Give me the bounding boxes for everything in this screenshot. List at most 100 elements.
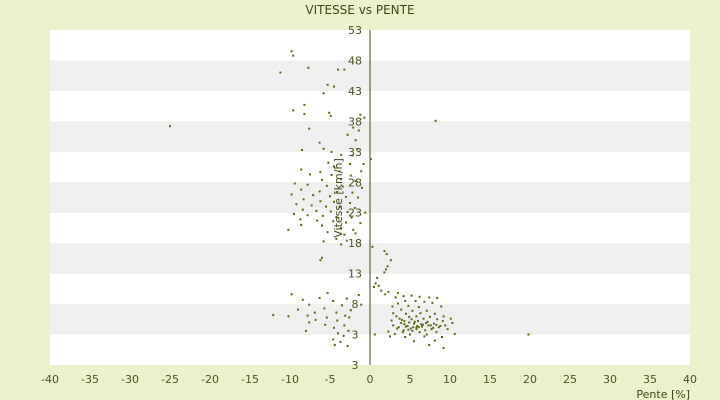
data-point bbox=[295, 203, 298, 206]
data-point bbox=[440, 305, 443, 308]
data-point bbox=[299, 218, 302, 221]
data-point bbox=[386, 265, 389, 268]
data-point bbox=[328, 111, 331, 114]
data-point bbox=[383, 250, 386, 253]
data-point bbox=[341, 185, 344, 188]
y-tick-label: 28 bbox=[348, 176, 362, 189]
data-point bbox=[300, 188, 303, 191]
data-point bbox=[397, 326, 400, 329]
data-point bbox=[306, 314, 309, 317]
data-point bbox=[442, 315, 445, 318]
data-point bbox=[343, 68, 346, 71]
data-points bbox=[169, 50, 530, 349]
data-point bbox=[385, 268, 387, 271]
data-point bbox=[371, 245, 374, 248]
data-point bbox=[335, 311, 338, 314]
data-point bbox=[374, 282, 377, 285]
data-point bbox=[349, 309, 352, 312]
data-point bbox=[333, 85, 335, 88]
data-point bbox=[338, 206, 341, 209]
data-point bbox=[405, 325, 407, 328]
data-point bbox=[425, 309, 428, 312]
data-point bbox=[287, 228, 290, 231]
data-point bbox=[427, 324, 430, 327]
data-point bbox=[337, 332, 339, 335]
data-point bbox=[326, 231, 329, 234]
data-point bbox=[339, 340, 342, 343]
data-point bbox=[436, 297, 439, 299]
data-point bbox=[414, 300, 417, 302]
data-point bbox=[411, 329, 414, 332]
data-point bbox=[290, 50, 293, 53]
data-point bbox=[408, 315, 411, 318]
data-point bbox=[407, 304, 410, 307]
data-point bbox=[338, 170, 341, 173]
data-point bbox=[410, 294, 413, 297]
data-point bbox=[292, 54, 295, 57]
data-point bbox=[449, 317, 452, 320]
data-point bbox=[389, 259, 392, 262]
data-point bbox=[336, 319, 339, 322]
data-point bbox=[350, 216, 353, 219]
data-point bbox=[302, 198, 305, 201]
data-point bbox=[373, 286, 375, 288]
data-point bbox=[434, 119, 437, 122]
data-point bbox=[315, 209, 318, 212]
data-point bbox=[349, 163, 351, 165]
data-point bbox=[432, 326, 435, 329]
x-tick-label: 25 bbox=[563, 373, 577, 386]
x-tick-label: -15 bbox=[241, 373, 259, 386]
data-point bbox=[335, 237, 338, 240]
data-point bbox=[341, 304, 343, 307]
data-point bbox=[430, 328, 433, 331]
data-point bbox=[384, 293, 387, 296]
data-point bbox=[424, 329, 427, 332]
data-point bbox=[410, 318, 413, 321]
y-tick-label: 33 bbox=[348, 146, 362, 159]
data-point bbox=[360, 170, 363, 173]
data-point bbox=[308, 303, 311, 306]
x-tick-label: -30 bbox=[121, 373, 139, 386]
data-point bbox=[335, 216, 338, 218]
data-point bbox=[300, 168, 303, 171]
data-point bbox=[354, 139, 357, 142]
data-point bbox=[369, 158, 372, 161]
data-point bbox=[316, 219, 319, 222]
data-point bbox=[362, 163, 365, 165]
data-point bbox=[301, 298, 304, 301]
data-point bbox=[351, 191, 354, 194]
data-point bbox=[433, 312, 436, 315]
data-point bbox=[340, 178, 343, 181]
data-point bbox=[325, 316, 328, 319]
data-point bbox=[404, 300, 407, 302]
x-tick-label: 35 bbox=[643, 373, 657, 386]
data-point bbox=[327, 161, 330, 164]
data-point bbox=[433, 339, 436, 342]
y-tick-label: 3 bbox=[352, 329, 359, 342]
data-point bbox=[293, 212, 295, 215]
data-point bbox=[290, 293, 293, 296]
data-point bbox=[357, 129, 360, 132]
data-point bbox=[351, 154, 354, 157]
data-point bbox=[301, 208, 304, 211]
data-point bbox=[413, 320, 416, 323]
data-point bbox=[345, 195, 347, 198]
data-point bbox=[360, 303, 363, 306]
data-point bbox=[397, 302, 399, 305]
data-point bbox=[318, 141, 321, 144]
data-point bbox=[426, 320, 429, 323]
y-tick-label: 3 bbox=[352, 359, 359, 372]
data-point bbox=[279, 71, 282, 74]
data-point bbox=[319, 259, 322, 262]
data-point bbox=[428, 343, 431, 346]
data-point bbox=[300, 223, 303, 226]
y-tick-label: 13 bbox=[348, 268, 362, 281]
data-point bbox=[272, 314, 275, 317]
data-point bbox=[398, 317, 401, 320]
x-tick-label: -40 bbox=[41, 373, 59, 386]
data-point bbox=[292, 109, 295, 112]
data-point bbox=[425, 333, 428, 336]
data-point bbox=[361, 186, 363, 189]
data-point bbox=[403, 323, 406, 326]
